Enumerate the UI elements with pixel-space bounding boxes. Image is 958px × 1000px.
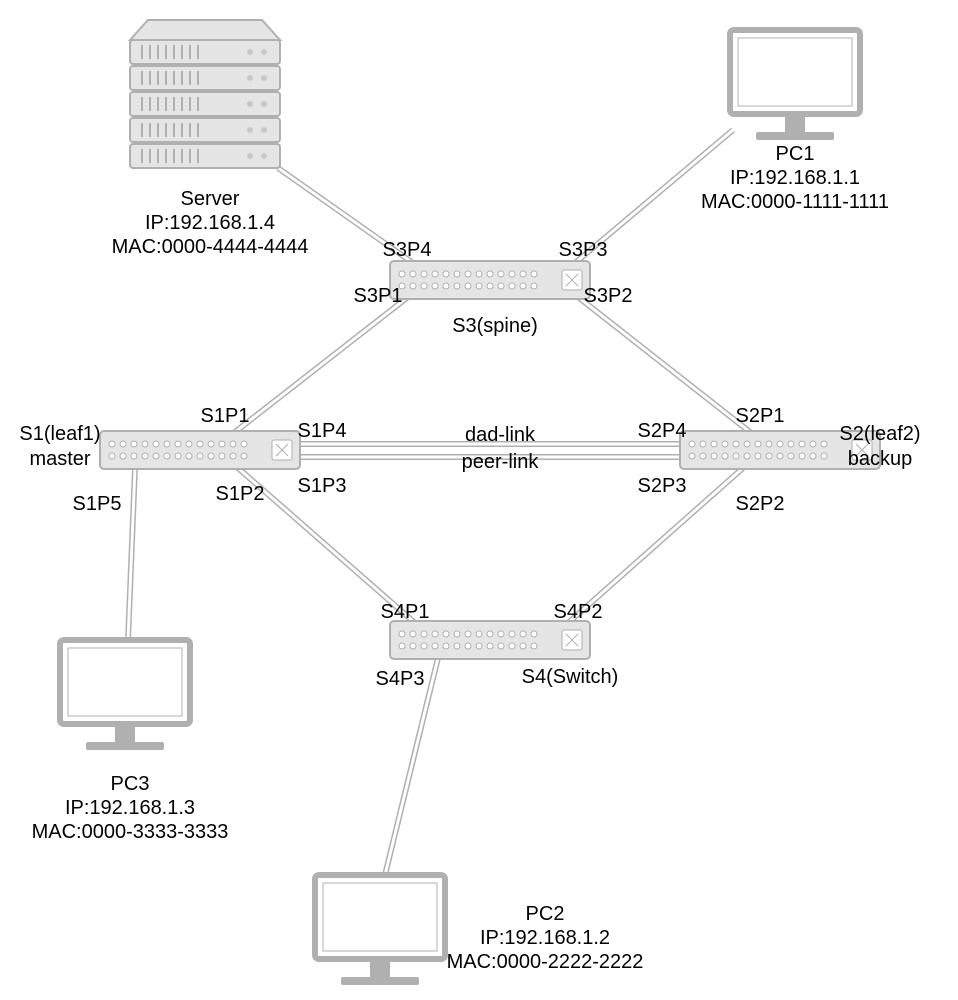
link-s1-pc3: [126, 468, 137, 640]
link-s4-pc2: [383, 657, 440, 875]
info-pc3-0: PC3: [111, 773, 150, 795]
port-S2P4: S2P4: [638, 420, 687, 442]
info-pc3-2: MAC:0000-3333-3333: [32, 821, 229, 843]
info-pc2-0: PC2: [526, 903, 565, 925]
port-S1P3: S1P3: [298, 475, 347, 497]
port-S1P1: S1P1: [201, 405, 250, 427]
info-pc1-1: IP:192.168.1.1: [730, 167, 860, 189]
port-S4P2: S4P2: [554, 601, 603, 623]
link-s3-s2: [577, 295, 752, 433]
port-S4P1: S4P1: [381, 601, 430, 623]
pc-pc3: [60, 640, 190, 750]
info-pc1-0: PC1: [776, 143, 815, 165]
port-S1P5: S1P5: [73, 493, 122, 515]
switch-s1: [100, 431, 300, 469]
network-diagram: ServerIP:192.168.1.4MAC:0000-4444-4444 PC…: [0, 0, 958, 1000]
info-pc1-2: MAC:0000-1111-1111: [701, 191, 889, 213]
port-S4P3: S4P3: [376, 668, 425, 690]
port-S2P1: S2P1: [736, 405, 785, 427]
pc-pc2: [315, 875, 445, 985]
linklabel-peer: peer-link: [462, 451, 540, 473]
switch-s3: [390, 261, 590, 299]
port-S2P2: S2P2: [736, 493, 785, 515]
port-S3P2: S3P2: [584, 285, 633, 307]
port-S2P3: S2P3: [638, 475, 687, 497]
port-S3P1: S3P1: [354, 285, 403, 307]
port-S1P2: S1P2: [216, 483, 265, 505]
role-s2: backup: [848, 448, 913, 470]
info-server-0: Server: [181, 188, 240, 210]
link-s3-s1: [234, 295, 410, 433]
switch-s4: [390, 621, 590, 659]
server-server: [130, 20, 280, 168]
info-pc3-1: IP:192.168.1.3: [65, 797, 195, 819]
role-s1: master: [29, 448, 90, 470]
info-server-2: MAC:0000-4444-4444: [112, 236, 309, 258]
label-s2: S2(leaf2): [839, 423, 920, 445]
port-S3P4: S3P4: [383, 239, 432, 261]
info-pc2-2: MAC:0000-2222-2222: [447, 951, 644, 973]
info-server-1: IP:192.168.1.4: [145, 212, 275, 234]
info-pc2-1: IP:192.168.1.2: [480, 927, 610, 949]
linklabel-dad: dad-link: [465, 424, 536, 446]
label-s4: S4(Switch): [522, 666, 619, 688]
label-s3: S3(spine): [452, 315, 538, 337]
port-S1P4: S1P4: [298, 420, 347, 442]
pc-pc1: [730, 30, 860, 140]
port-S3P3: S3P3: [559, 239, 608, 261]
label-s1: S1(leaf1): [19, 423, 100, 445]
